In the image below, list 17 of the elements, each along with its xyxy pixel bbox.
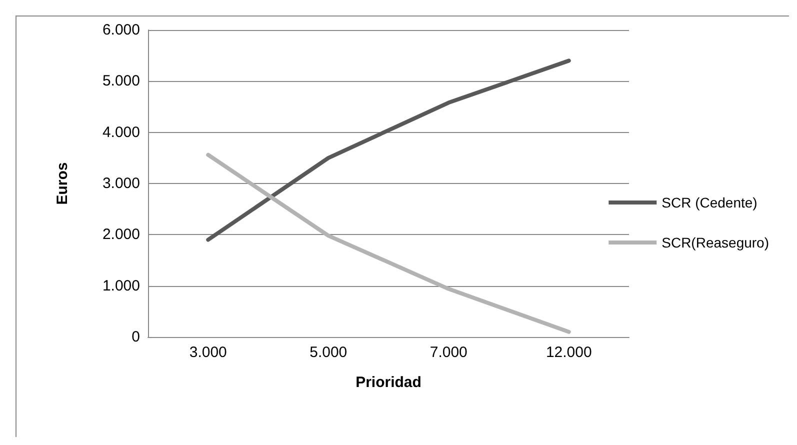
x-tick-label: 12.000: [546, 344, 592, 361]
y-tick-label: 2.000: [102, 226, 140, 244]
x-tick-label: 7.000: [430, 344, 468, 361]
y-tick-label: 0: [132, 328, 140, 346]
line-series: [206, 58, 571, 242]
y-tick-label: 5.000: [102, 72, 140, 90]
legend-label: SCR(Reaseguro): [662, 234, 770, 250]
legend-label: SCR (Cedente): [662, 194, 758, 210]
y-tick-label: 6.000: [102, 22, 140, 38]
x-tick-label: 3.000: [189, 344, 227, 361]
y-axis-title: Euros: [54, 162, 71, 205]
line-series: [206, 152, 571, 334]
y-tick-label: 1.000: [102, 277, 140, 294]
x-axis-title: Prioridad: [356, 374, 422, 391]
y-tick-label: 3.000: [102, 175, 140, 192]
y-tick-label: 4.000: [102, 124, 140, 141]
x-tick-label: 5.000: [310, 344, 348, 361]
